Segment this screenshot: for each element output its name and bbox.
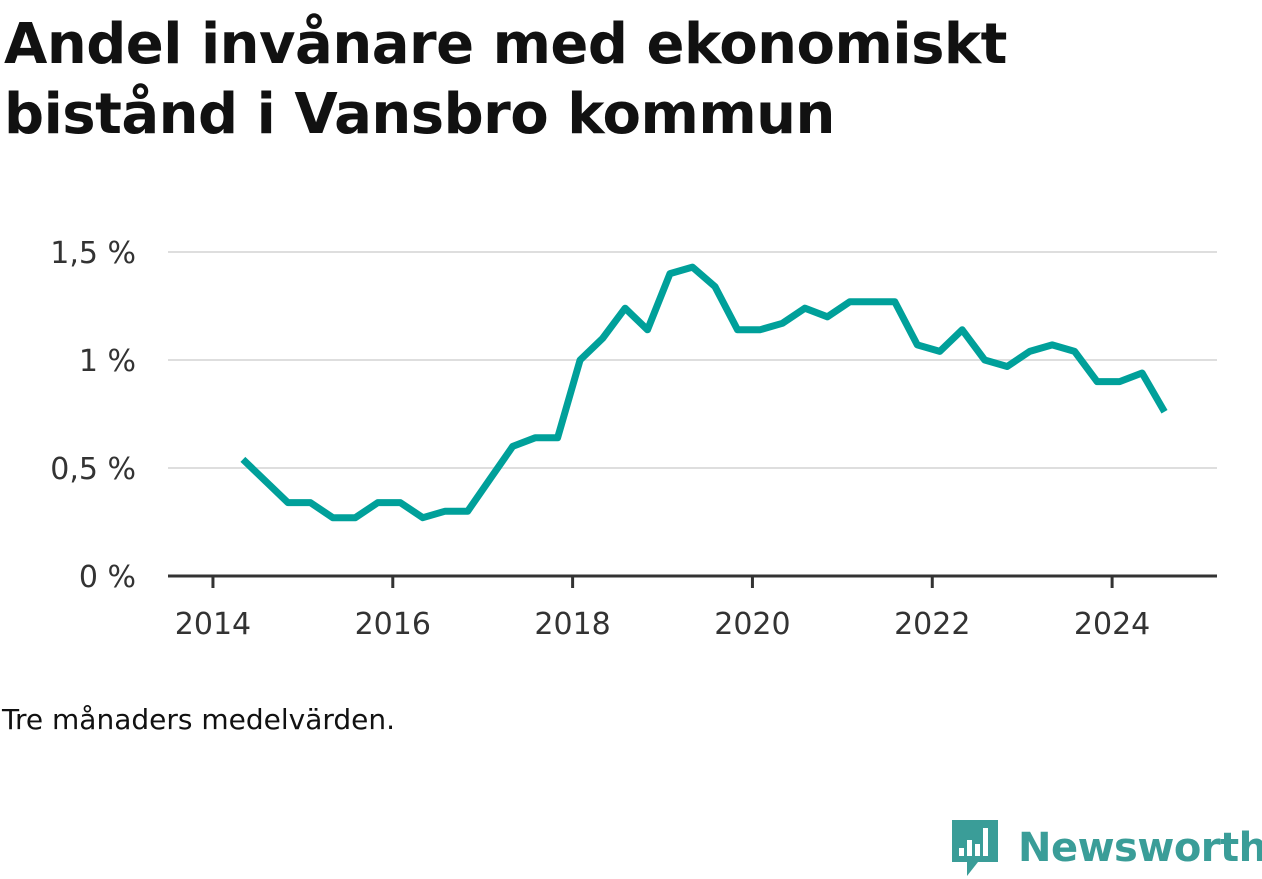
y-tick-label: 0,5 %: [50, 452, 136, 487]
x-tick-label: 2024: [1074, 607, 1150, 642]
brand-name: Newsworthy: [1018, 825, 1262, 871]
newsworthy-logo-icon: [952, 820, 998, 876]
chart-title: Andel invånare med ekonomiskt bistånd i …: [4, 12, 1007, 147]
x-tick-label: 2014: [175, 607, 251, 642]
y-tick-label: 1 %: [79, 344, 136, 379]
chart-note: Tre månaders medelvärden.: [2, 703, 396, 736]
gridlines: [168, 251, 1217, 469]
series-line: [240, 263, 1168, 522]
line-chart: 0 % 0,5 % 1 % 1,5 % 2014 2016 2018 2020 2022 202…: [50, 236, 1217, 642]
brand-logo: Newsworthy: [950, 818, 1262, 878]
x-tick-label: 2016: [355, 607, 431, 642]
x-axis: 2014 2016 2018 2020 2022 2024: [168, 574, 1217, 642]
x-tick-label: 2022: [894, 607, 970, 642]
y-tick-label: 1,5 %: [50, 236, 136, 271]
y-axis: 0 % 0,5 % 1 % 1,5 %: [50, 236, 136, 595]
y-tick-label: 0 %: [79, 560, 136, 595]
x-tick-label: 2018: [534, 607, 610, 642]
x-tick-label: 2020: [714, 607, 790, 642]
